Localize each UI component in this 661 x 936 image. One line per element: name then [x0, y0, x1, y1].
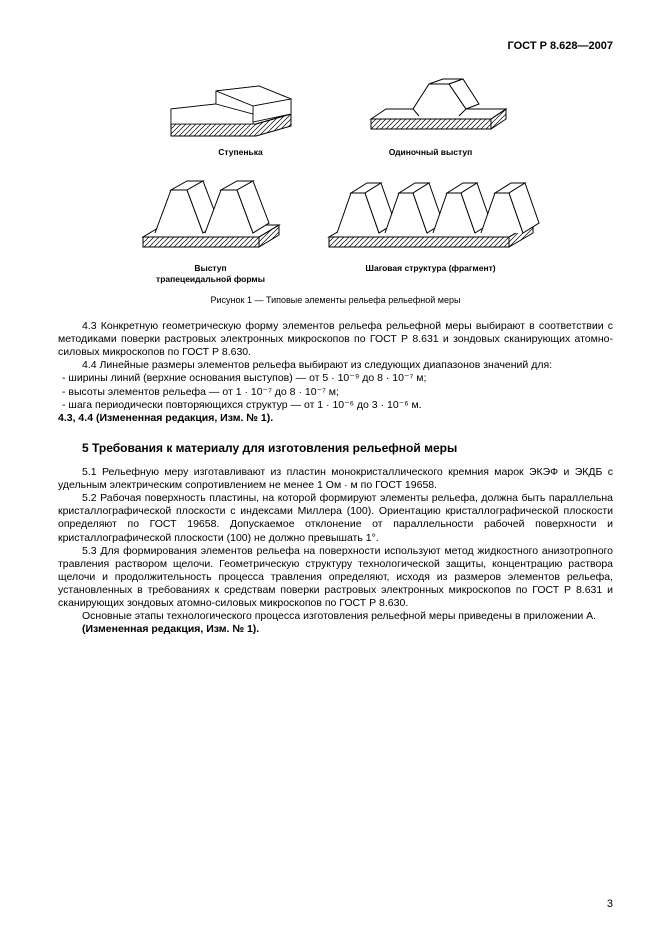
page: ГОСТ Р 8.628—2007 Ступенька [0, 0, 661, 936]
para-5-2: 5.2 Рабочая поверхность пластины, на кот… [58, 492, 613, 545]
note-text: (Измененная редакция, Изм. № 1). [82, 623, 259, 635]
para-5-1: 5.1 Рельефную меру изготавливают из плас… [58, 466, 613, 492]
figure-label: Ступенька [218, 147, 262, 158]
figure-label: Шаговая структура (фрагмент) [365, 263, 495, 274]
step-shape-svg [161, 64, 321, 144]
para-4-note: 4.3, 4.4 (Измененная редакция, Изм. № 1)… [58, 412, 613, 425]
figure-label: Выступ трапецеидальной формы [156, 263, 265, 284]
figure-trapezoid: Выступ трапецеидальной формы [131, 165, 291, 284]
list-item: ширины линий (верхние основания выступов… [58, 372, 613, 385]
page-number: 3 [607, 898, 613, 912]
protrusion-svg [351, 64, 511, 144]
para-4-4-lead: 4.4 Линейные размеры элементов рельефа в… [58, 359, 613, 372]
list-item: шага периодически повторяющихся структур… [58, 399, 613, 412]
periodic-svg [321, 165, 541, 260]
figure-periodic: Шаговая структура (фрагмент) [321, 165, 541, 284]
doc-header: ГОСТ Р 8.628—2007 [58, 40, 613, 54]
list-item: высоты элементов рельефа — от 1 · 10⁻⁷ д… [58, 386, 613, 399]
figure-caption: Рисунок 1 — Типовые элементы рельефа рел… [58, 295, 613, 306]
figure-single-protrusion: Одиночный выступ [351, 64, 511, 158]
para-5-3: 5.3 Для формирования элементов рельефа н… [58, 545, 613, 611]
figure-row-1: Ступенька Одиночный выступ [58, 64, 613, 158]
figure-label: Одиночный выступ [389, 147, 473, 158]
para-5-note: (Измененная редакция, Изм. № 1). [58, 623, 613, 636]
para-4-3: 4.3 Конкретную геометрическую форму элем… [58, 320, 613, 359]
figure-step: Ступенька [161, 64, 321, 158]
note-text: 4.3, 4.4 (Измененная редакция, Изм. № 1)… [58, 412, 273, 424]
figure-row-2: Выступ трапецеидальной формы [58, 165, 613, 284]
list-4-4: ширины линий (верхние основания выступов… [58, 372, 613, 411]
trapezoid-svg [131, 165, 291, 260]
section-5-heading: 5 Требования к материалу для изготовлени… [58, 441, 613, 456]
para-5-tail: Основные этапы технологического процесса… [58, 610, 613, 623]
